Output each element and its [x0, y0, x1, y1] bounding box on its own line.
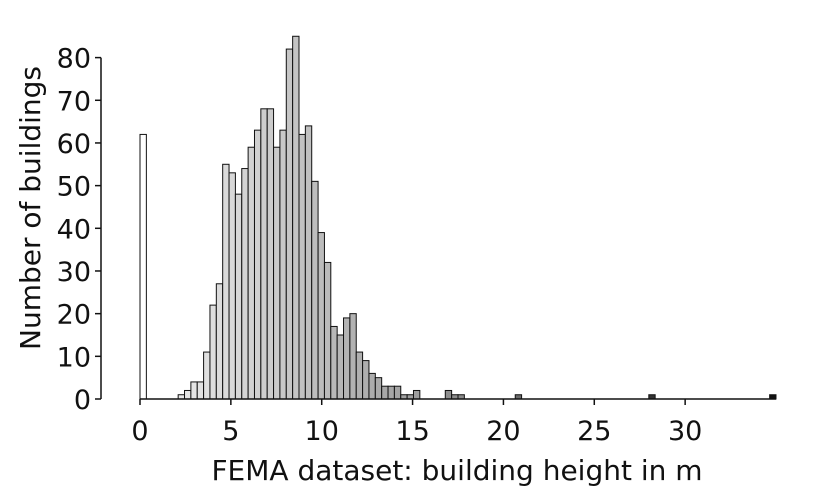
- x-tick-label: 30: [668, 416, 702, 447]
- x-tick-label: 10: [305, 416, 339, 447]
- y-tick-label: 60: [57, 129, 91, 160]
- histogram-bar: [304, 125, 313, 400]
- histogram-bar: [412, 389, 421, 400]
- histogram-bar: [241, 168, 249, 400]
- y-tick-label: 30: [57, 257, 91, 288]
- axes-group: 0 10 20 30 40 50 60 70 80 0 5 10 15 20 25 30: [57, 44, 776, 447]
- histogram-bar: [279, 129, 287, 400]
- x-axis-title: FEMA dataset: building height in m: [211, 454, 702, 487]
- x-tick-label: 0: [131, 416, 148, 447]
- histogram-bar: [285, 48, 294, 400]
- histogram-bar: [196, 381, 205, 400]
- histogram-bar: [444, 389, 453, 400]
- x-tick-label: 20: [486, 416, 520, 447]
- histogram-bar: [374, 377, 383, 400]
- histogram-bar: [343, 317, 351, 400]
- histogram-bar: [349, 313, 357, 400]
- y-axis-title: Number of buildings: [14, 66, 47, 350]
- histogram-bar: [311, 180, 319, 400]
- histogram-bar: [266, 108, 275, 400]
- histogram-bar: [253, 129, 262, 400]
- x-tick-label: 15: [395, 416, 429, 447]
- y-tick-label: 50: [57, 172, 91, 203]
- histogram-bar: [330, 325, 338, 400]
- histogram-bar: [323, 261, 332, 400]
- y-tick-label: 20: [57, 300, 91, 331]
- histogram-bar: [355, 351, 364, 400]
- histogram-bar: [368, 372, 376, 400]
- histogram-bar: [203, 351, 211, 400]
- histogram-bar: [393, 385, 402, 400]
- histogram-bar: [190, 381, 198, 400]
- histogram-bar: [260, 108, 268, 400]
- histogram-bar: [228, 172, 236, 400]
- histogram-bar: [292, 35, 300, 400]
- y-tick-label: 70: [57, 86, 91, 117]
- histogram-bar: [247, 146, 255, 400]
- histogram-bar: [139, 133, 147, 400]
- bars-group: [139, 35, 777, 400]
- histogram-bar: [336, 334, 345, 400]
- y-tick-label: 80: [57, 44, 91, 75]
- histogram-bar: [234, 193, 243, 400]
- histogram-bar: [273, 146, 281, 400]
- histogram-bar: [381, 385, 389, 400]
- histogram-bar: [209, 304, 217, 400]
- y-tick-label: 10: [57, 342, 91, 373]
- histogram-bar: [222, 163, 230, 400]
- histogram-bar: [387, 385, 395, 400]
- histogram-bar: [298, 133, 306, 400]
- histogram-bar: [362, 360, 370, 400]
- y-tick-label: 40: [57, 214, 91, 245]
- x-tick-label: 25: [577, 416, 611, 447]
- x-tick-label: 5: [222, 416, 239, 447]
- histogram-bar: [215, 283, 224, 400]
- histogram-bar: [317, 232, 325, 400]
- y-tick-label: 0: [74, 385, 91, 416]
- histogram-bar: [184, 389, 192, 400]
